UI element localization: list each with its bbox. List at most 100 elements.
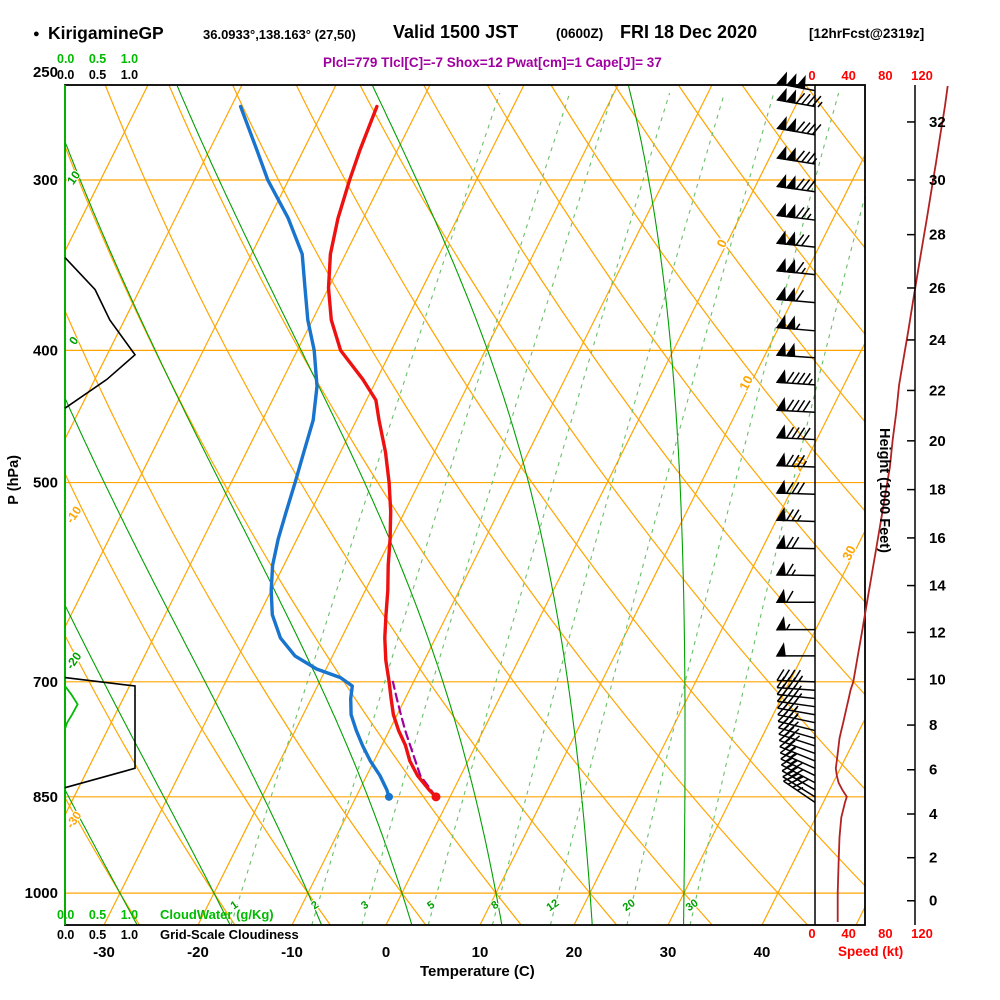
chart-graphic xyxy=(776,116,787,131)
pressure-tick-label: 1000 xyxy=(25,885,58,902)
cloudiness-profile xyxy=(64,676,136,789)
wind-barb xyxy=(775,257,816,276)
height-tick-label: 16 xyxy=(929,530,946,547)
chart-graphic xyxy=(781,757,793,766)
chart-graphic xyxy=(807,378,813,385)
wind-barbs xyxy=(775,71,823,804)
chart-graphic xyxy=(794,75,806,90)
dry-adiabat-line xyxy=(65,634,236,925)
temperature-tick-label: -20 xyxy=(187,944,209,961)
chart-graphic xyxy=(795,178,805,190)
temperature-tick-label: 20 xyxy=(566,944,583,961)
height-axis-title: Height (1000 Feet) xyxy=(876,428,892,553)
stability-indices: Plcl=779 Tlcl[C]=-7 Shox=12 Pwat[cm]=1 C… xyxy=(323,55,662,70)
chart-graphic xyxy=(777,711,788,722)
wind-barb xyxy=(775,452,816,468)
isotherm-line xyxy=(385,85,807,925)
chart-graphic xyxy=(796,482,806,495)
dry-adiabat-line xyxy=(295,85,865,887)
isotherm-line xyxy=(65,85,431,817)
speed-tick-label-bottom: 0 xyxy=(808,926,815,941)
chart-graphic xyxy=(790,759,797,765)
chart-graphic xyxy=(775,534,786,549)
height-tick-label: 20 xyxy=(929,433,946,450)
chart-graphic xyxy=(785,759,798,769)
dry-adiabat-line xyxy=(741,85,865,249)
chart-graphic xyxy=(785,147,796,162)
chart-graphic xyxy=(796,427,806,440)
chart-graphic xyxy=(800,267,807,274)
chart-graphic xyxy=(785,342,796,358)
chart-graphic xyxy=(811,95,822,107)
dry-adiabat-line xyxy=(423,85,865,696)
chart-graphic xyxy=(796,514,802,522)
parcel-path-line xyxy=(391,680,438,798)
wind-barb xyxy=(775,588,815,604)
chart-graphic xyxy=(806,213,812,220)
cloudwater-scale-top: 0.0 0.5 1.0 xyxy=(57,52,139,66)
chart-graphic xyxy=(791,427,800,439)
chart-graphic xyxy=(785,204,796,219)
chart-graphic xyxy=(801,93,811,105)
temperature-tick-label: 30 xyxy=(660,944,677,961)
valid-time-utc: (0600Z) xyxy=(556,26,604,41)
chart-graphic xyxy=(775,257,786,273)
chart-graphic xyxy=(776,676,786,689)
chart-graphic xyxy=(785,399,795,412)
speed-tick-label-top: 120 xyxy=(911,68,933,83)
wind-barb xyxy=(775,479,816,496)
mixing-ratio-line xyxy=(689,193,865,925)
mixing-ratio-line xyxy=(311,92,571,925)
pressure-tick-label: 500 xyxy=(33,475,58,492)
height-tick-label: 4 xyxy=(929,806,938,823)
chart-graphic xyxy=(791,569,797,576)
temperature-tick-label: 0 xyxy=(382,944,390,961)
chart-graphic xyxy=(796,399,806,412)
wind-barb xyxy=(775,314,816,332)
surface-temp-dot xyxy=(431,792,441,802)
isotherm-line xyxy=(65,85,337,629)
dry-adiabat-line xyxy=(677,85,865,336)
height-tick-label: 14 xyxy=(929,578,946,595)
chart-graphic xyxy=(811,124,822,135)
chart-graphic xyxy=(791,509,800,522)
dry-adiabat-line xyxy=(65,472,331,925)
chart-graphic xyxy=(775,342,786,357)
chart-graphic xyxy=(779,738,791,748)
dry-adiabat-line xyxy=(232,85,809,925)
dry-adiabat-line xyxy=(614,85,865,423)
chart-graphic xyxy=(785,73,797,88)
cloudiness-scale-bottom: 0.0 0.5 1.0 xyxy=(57,928,139,942)
cloudiness-scale-top: 0.0 0.5 1.0 xyxy=(57,68,139,82)
temperature-tick-label: 40 xyxy=(754,944,771,961)
chart-graphic xyxy=(775,230,786,245)
wind-barb xyxy=(775,397,816,413)
chart-graphic xyxy=(775,616,786,631)
pressure-axis-title: P (hPa) xyxy=(6,455,22,505)
temperature-tick-label: -10 xyxy=(281,944,303,961)
wind-barb xyxy=(776,174,816,193)
wind-barb xyxy=(775,230,816,248)
chart-graphic xyxy=(776,71,788,86)
mixing-ratio-line xyxy=(230,92,501,925)
valid-time: Valid 1500 JST xyxy=(393,22,519,42)
wind-barb xyxy=(776,71,816,92)
temperature-tick-label: -30 xyxy=(93,944,115,961)
chart-graphic xyxy=(776,174,787,189)
chart-graphic xyxy=(775,479,786,494)
chart-graphic xyxy=(796,786,804,792)
chart-graphic xyxy=(795,261,805,274)
wind-speed-curve xyxy=(834,85,949,922)
chart-graphic xyxy=(806,123,817,134)
station-name: KirigamineGP xyxy=(48,23,164,43)
chart-graphic xyxy=(795,121,806,133)
speed-axis-title: Speed (kt) xyxy=(838,944,904,959)
chart-graphic xyxy=(783,774,796,782)
wind-barb xyxy=(775,642,815,657)
chart-graphic xyxy=(802,400,811,413)
height-tick-label: 26 xyxy=(929,280,946,297)
chart-graphic xyxy=(785,258,796,274)
chart-graphic xyxy=(802,427,811,440)
chart-graphic xyxy=(817,101,823,108)
